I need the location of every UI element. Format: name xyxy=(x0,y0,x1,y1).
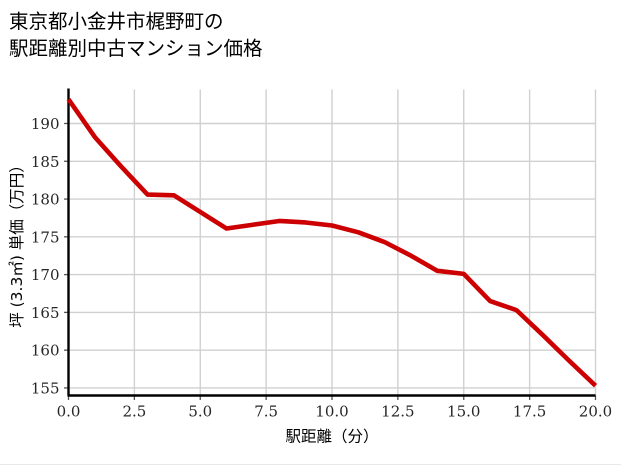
y-tick-labels: 155 160 165 170 175 180 185 190 xyxy=(31,115,60,397)
y-tick-label: 165 xyxy=(31,304,60,322)
data-line xyxy=(66,98,598,388)
gridlines-group xyxy=(67,89,597,396)
y-axis-title: 坪 (3.3㎡) 単価（万円） xyxy=(8,157,26,328)
x-tick-label: 10.0 xyxy=(315,403,348,421)
x-axis-title: 駅距離（分） xyxy=(285,428,378,446)
axis-spines xyxy=(67,88,596,397)
y-tick-label: 190 xyxy=(31,115,60,133)
x-tick-label: 0.0 xyxy=(57,403,81,421)
y-tick-label: 175 xyxy=(31,228,60,246)
y-tick-label: 185 xyxy=(31,153,60,171)
x-tick-label: 20.0 xyxy=(579,403,612,421)
x-tick-label: 2.5 xyxy=(122,403,146,421)
x-tick-labels: 0.0 2.5 5.0 7.5 10.0 12.5 15.0 17.5 20.0 xyxy=(57,403,613,421)
y-tick-label: 160 xyxy=(31,342,60,360)
x-tick-label: 15.0 xyxy=(447,403,480,421)
chart-title: 東京都小金井市梶野町の 駅距離別中古マンション価格 xyxy=(9,10,263,60)
x-tick-label: 5.0 xyxy=(188,403,212,421)
x-tick-label: 7.5 xyxy=(254,403,278,421)
y-tick-label: 170 xyxy=(31,266,60,284)
data-line-group xyxy=(66,98,598,388)
y-tick-label: 180 xyxy=(31,191,60,209)
x-tick-label: 12.5 xyxy=(381,403,414,421)
y-tick-label: 155 xyxy=(31,379,60,397)
x-tick-label: 17.5 xyxy=(513,403,546,421)
